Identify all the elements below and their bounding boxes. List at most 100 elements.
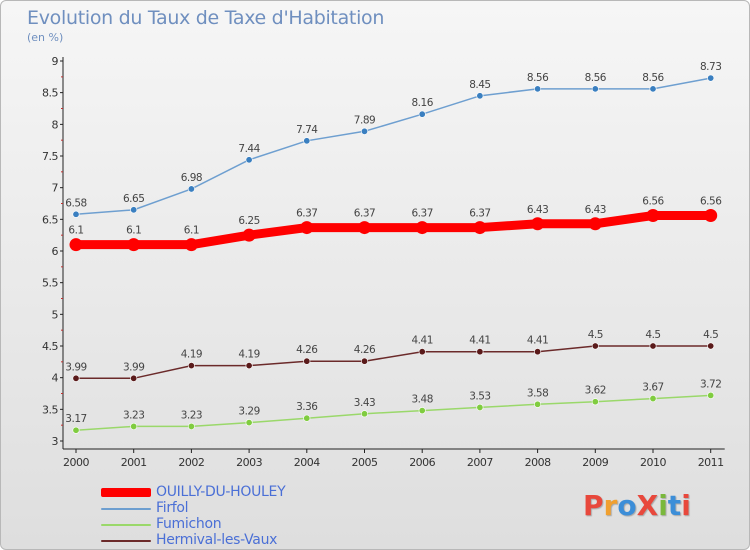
y-tick-label: 4.5: [42, 340, 58, 353]
data-label-hermival-les-vaux: 4.26: [296, 344, 318, 356]
data-label-fumichon: 3.29: [238, 406, 259, 418]
data-label-hermival-les-vaux: 4.41: [412, 335, 433, 347]
data-label-firfol: 6.58: [65, 197, 86, 209]
data-point-fumichon: [130, 422, 138, 430]
data-point-fumichon: [72, 426, 80, 434]
data-label-ouilly-du-houley: 6.1: [184, 225, 199, 237]
data-label-firfol: 6.65: [123, 193, 144, 205]
logo-letter: i: [658, 489, 668, 522]
y-tick-label: 6.5: [42, 213, 58, 226]
data-label-firfol: 6.98: [181, 172, 202, 184]
data-label-ouilly-du-houley: 6.1: [126, 225, 141, 237]
data-label-fumichon: 3.23: [181, 409, 202, 421]
data-label-fumichon: 3.23: [123, 409, 144, 421]
data-point-hermival-les-vaux: [649, 342, 657, 350]
y-tick-label: 8.5: [42, 87, 58, 100]
logo-letter: i: [681, 489, 691, 522]
data-point-ouilly-du-houley: [242, 228, 256, 242]
data-point-firfol: [534, 85, 542, 93]
chart-title: Evolution du Taux de Taxe d'Habitation: [27, 7, 385, 29]
data-label-fumichon: 3.67: [642, 382, 663, 394]
data-label-ouilly-du-houley: 6.25: [238, 215, 259, 227]
legend-label: Firfol: [156, 500, 189, 516]
series-line-hermival-les-vaux: [76, 345, 711, 380]
x-tick-label: 2010: [640, 456, 666, 469]
data-label-ouilly-du-houley: 6.43: [585, 204, 606, 216]
data-point-fumichon: [707, 391, 715, 399]
data-point-hermival-les-vaux: [72, 374, 80, 382]
data-point-fumichon: [360, 410, 368, 418]
data-label-hermival-les-vaux: 4.5: [703, 329, 718, 341]
data-label-firfol: 8.16: [412, 97, 434, 109]
legend-swatch: [101, 524, 151, 526]
y-tick-label: 3.5: [42, 403, 58, 416]
data-point-hermival-les-vaux: [534, 348, 542, 356]
data-label-ouilly-du-houley: 6.37: [469, 208, 490, 220]
data-label-fumichon: 3.17: [65, 413, 86, 425]
legend-label: Fumichon: [156, 516, 222, 532]
data-label-fumichon: 3.53: [469, 390, 490, 402]
data-label-fumichon: 3.48: [412, 394, 433, 406]
logo-letter: X: [636, 489, 659, 522]
data-label-ouilly-du-houley: 6.56: [700, 196, 722, 208]
data-label-firfol: 7.74: [296, 124, 318, 136]
y-tick-label: 5.5: [42, 277, 58, 290]
x-tick-label: 2006: [409, 456, 435, 469]
legend-label: OUILLY-DU-HOULEY: [156, 484, 286, 500]
data-label-firfol: 8.45: [469, 79, 490, 91]
data-point-ouilly-du-houley: [531, 217, 545, 231]
data-label-firfol: 8.56: [527, 72, 549, 84]
data-label-hermival-les-vaux: 4.41: [469, 335, 490, 347]
y-tick-label: 8: [52, 118, 59, 131]
x-tick-label: 2001: [121, 456, 147, 469]
data-point-fumichon: [534, 400, 542, 408]
legend-swatch: [101, 508, 151, 510]
data-label-ouilly-du-houley: 6.37: [412, 208, 433, 220]
data-label-ouilly-du-houley: 6.43: [527, 204, 548, 216]
y-tick-label: 6: [52, 245, 59, 258]
data-point-fumichon: [591, 398, 599, 406]
y-tick-label: 4: [52, 372, 59, 385]
legend-swatch: [101, 540, 151, 542]
data-label-firfol: 7.44: [238, 143, 260, 155]
series-line-firfol: [75, 77, 711, 216]
data-point-fumichon: [649, 395, 657, 403]
data-point-ouilly-du-houley: [415, 221, 429, 235]
proxiti-logo: ProXiti: [583, 489, 691, 522]
data-point-firfol: [187, 185, 195, 193]
y-tick-label: 9: [52, 55, 59, 68]
y-tick-label: 7: [52, 182, 59, 195]
logo-letter: r: [603, 489, 618, 522]
data-point-ouilly-du-houley: [704, 209, 718, 223]
x-tick-label: 2008: [525, 456, 551, 469]
data-point-fumichon: [418, 407, 426, 415]
data-label-fumichon: 3.72: [700, 378, 721, 390]
data-point-ouilly-du-houley: [184, 238, 198, 252]
y-tick-label: 7.5: [42, 150, 58, 163]
data-label-hermival-les-vaux: 4.19: [181, 349, 202, 361]
data-point-firfol: [130, 206, 138, 214]
data-point-firfol: [245, 156, 253, 164]
data-label-firfol: 8.73: [700, 61, 721, 73]
x-tick-label: 2007: [467, 456, 493, 469]
data-point-hermival-les-vaux: [187, 362, 195, 370]
x-tick-label: 2002: [178, 456, 204, 469]
data-label-hermival-les-vaux: 4.19: [238, 349, 259, 361]
data-point-hermival-les-vaux: [591, 342, 599, 350]
data-point-fumichon: [303, 414, 311, 422]
x-tick-label: 2004: [294, 456, 320, 469]
data-point-firfol: [707, 74, 715, 82]
y-tick-label: 3: [52, 435, 59, 448]
data-label-firfol: 7.89: [354, 114, 375, 126]
y-tick-label: 5: [52, 308, 59, 321]
data-point-firfol: [591, 85, 599, 93]
legend-label: Hermival-les-Vaux: [156, 532, 278, 548]
data-point-fumichon: [245, 419, 253, 427]
data-point-ouilly-du-houley: [358, 221, 371, 235]
data-point-hermival-les-vaux: [303, 357, 311, 365]
data-point-firfol: [360, 127, 368, 135]
data-point-hermival-les-vaux: [418, 348, 426, 356]
data-label-firfol: 8.56: [585, 72, 607, 84]
data-label-fumichon: 3.58: [527, 387, 548, 399]
